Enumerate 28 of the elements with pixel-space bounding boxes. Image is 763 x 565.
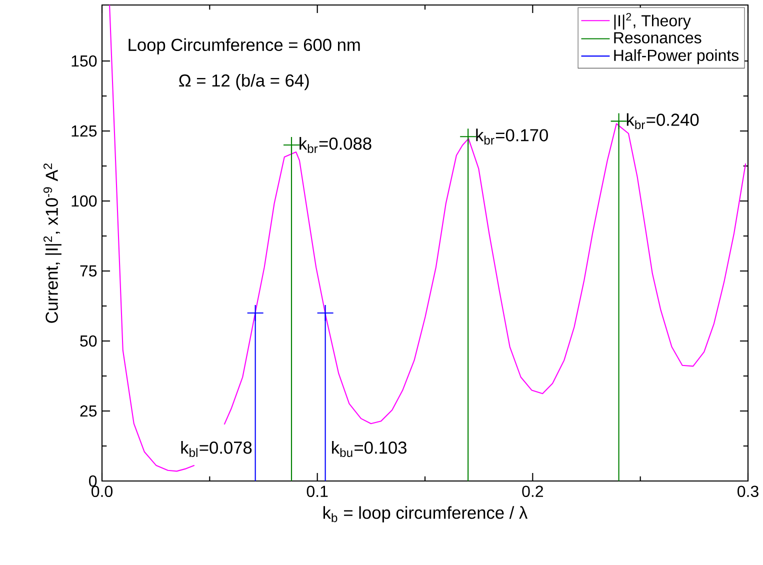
y-axis-title: Current, |I|$^{2}$, x10$^{-9}$ A$^{2}$ [43, 164, 62, 323]
annotation: k$_{br}$=0.170 [476, 128, 548, 145]
point [316, 304, 334, 322]
annotation: k$_{br}$=0.088 [300, 137, 372, 153]
y-tick-label: 150 [72, 55, 97, 67]
x-tick-label: 0.2 [522, 486, 543, 498]
x-tick-label: 0.0 [92, 486, 113, 498]
y-tick-label: 125 [72, 125, 97, 137]
legend-label: Half-Power points [614, 49, 739, 64]
x-tick-label: 0.3 [738, 486, 758, 498]
x-tick-label: 0.1 [306, 486, 328, 498]
y-tick-label: 50 [80, 335, 97, 347]
y-tick-label: 25 [80, 405, 97, 417]
point [246, 304, 264, 322]
x-axis-title: k$_{b}$ = loop circumference / λ [323, 506, 528, 522]
annotation: k$_{bu}$=0.103 [332, 441, 406, 458]
legend-label: Resonances [614, 32, 702, 44]
point [282, 136, 300, 154]
annotation: k$_{br}$=0.240 [626, 113, 699, 130]
legend-label: |I|$^{2}$, Theory [614, 12, 691, 30]
annotation: k$_{bl}$=0.078 [181, 441, 252, 458]
annotation: Ω = 12 (b/a = 64) [179, 74, 309, 90]
point [610, 112, 628, 130]
y-tick-label: 75 [80, 265, 97, 277]
y-tick-label: 0 [89, 475, 97, 487]
y-tick-label: 100 [72, 195, 97, 207]
annotation: Loop Circumference = 600 nm [128, 38, 360, 54]
point [460, 128, 477, 146]
